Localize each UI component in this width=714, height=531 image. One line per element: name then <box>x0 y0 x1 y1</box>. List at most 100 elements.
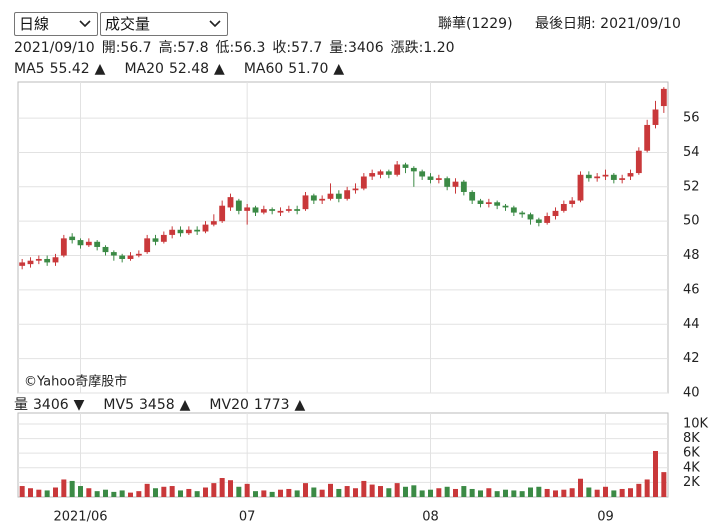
y-tick-label: 56 <box>683 111 700 126</box>
candle-body <box>244 207 251 211</box>
candle-body <box>427 176 434 180</box>
y-tick-label: 52 <box>683 179 700 194</box>
volume-bar <box>244 483 250 497</box>
y-tick-label: 10K <box>683 416 709 431</box>
volume-bar <box>453 488 458 497</box>
candle-body <box>235 200 242 211</box>
period-label: 日線 <box>19 15 50 33</box>
candle-body <box>660 88 667 107</box>
legend-value: 3458 <box>139 397 175 413</box>
candle-body <box>44 258 51 263</box>
volume-bar <box>236 486 242 497</box>
legend-name: MA5 <box>14 61 45 77</box>
candle-body <box>460 181 467 192</box>
candle-body <box>360 176 367 189</box>
candle-body <box>535 219 542 223</box>
volume-bar <box>311 487 317 497</box>
volume-bar <box>44 490 50 497</box>
volume-bar <box>653 450 658 497</box>
candle-body <box>335 193 342 199</box>
candle-body <box>527 214 534 220</box>
y-tick-label: 4K <box>683 460 700 475</box>
legend-value: 51.70 <box>288 61 328 77</box>
y-tick-label: 46 <box>683 282 700 297</box>
candle-body <box>210 221 217 225</box>
candle-body <box>285 209 292 211</box>
y-tick-label: 48 <box>683 248 700 263</box>
candle-body <box>260 209 267 213</box>
candle-body <box>394 164 401 175</box>
candle-body <box>510 207 517 213</box>
candle-body <box>485 202 492 204</box>
y-tick-label: 50 <box>683 214 700 229</box>
candle-body <box>635 150 642 174</box>
volume-bar <box>486 488 492 497</box>
volume-bar <box>178 490 183 497</box>
candle-body <box>610 174 617 180</box>
volume-bar <box>378 486 383 497</box>
volume-bar <box>61 479 67 497</box>
volume-bar <box>503 489 508 497</box>
legend-trend: ▼ <box>74 397 85 413</box>
candle-body <box>85 241 92 246</box>
candle-body <box>377 171 384 175</box>
indicator-label: 成交量 <box>105 15 151 33</box>
candle-body <box>569 200 576 204</box>
volume-bar <box>136 491 142 497</box>
candle-body <box>435 178 442 180</box>
plot-frame <box>17 81 669 394</box>
volume-bar <box>86 488 92 497</box>
candle-body <box>77 240 84 246</box>
info-item: 開:56.7 <box>102 40 152 56</box>
candle-body <box>402 164 409 168</box>
x-tick-label: 08 <box>422 510 439 525</box>
volume-bar <box>144 483 150 497</box>
period-select[interactable]: 日線 <box>14 12 98 36</box>
candle-body <box>444 178 451 187</box>
candle-body <box>302 195 309 210</box>
volume-bar <box>278 489 283 497</box>
candle-body <box>419 171 426 177</box>
candle-body <box>144 238 151 253</box>
candle-body <box>102 246 109 253</box>
stock-name: 聯華(1229) <box>438 16 513 32</box>
volume-bar <box>269 491 275 497</box>
legend-value: 1773 <box>254 397 290 413</box>
candle-body <box>52 257 59 263</box>
volume-bar <box>536 486 542 497</box>
candle-body <box>202 224 209 232</box>
volume-bar <box>403 486 408 497</box>
candle-body <box>127 255 134 259</box>
volume-bar <box>328 483 333 497</box>
candle-body <box>277 210 284 213</box>
volume-bar <box>478 490 483 497</box>
candle-body <box>469 191 476 201</box>
legend-trend: ▲ <box>295 397 306 413</box>
candle-body <box>152 238 159 242</box>
indicator-select[interactable]: 成交量 <box>100 12 228 36</box>
volume-bar <box>261 490 267 497</box>
chevron <box>79 20 91 28</box>
candle-body <box>519 212 526 215</box>
volume-bar <box>186 488 192 497</box>
volume-bar <box>36 489 42 497</box>
candle-body <box>269 209 276 211</box>
volume-bar <box>19 486 25 497</box>
last-date: 最後日期: 2021/09/10 <box>535 16 681 32</box>
candle-body <box>494 202 501 206</box>
volume-bar <box>511 490 517 497</box>
x-tick-label: 07 <box>239 510 256 525</box>
legend-name: MV5 <box>103 397 134 413</box>
legend-trend: ▲ <box>214 61 225 77</box>
volume-bar <box>436 488 442 497</box>
volume-bar <box>286 488 292 497</box>
chevron <box>209 20 221 28</box>
candle-body <box>94 241 101 247</box>
candle-body <box>602 174 609 177</box>
legend-name: MA20 <box>124 61 163 77</box>
candle-body <box>502 205 509 208</box>
candle-body <box>194 229 201 232</box>
volume-bar <box>636 483 642 497</box>
y-tick-label: 6K <box>683 446 700 461</box>
